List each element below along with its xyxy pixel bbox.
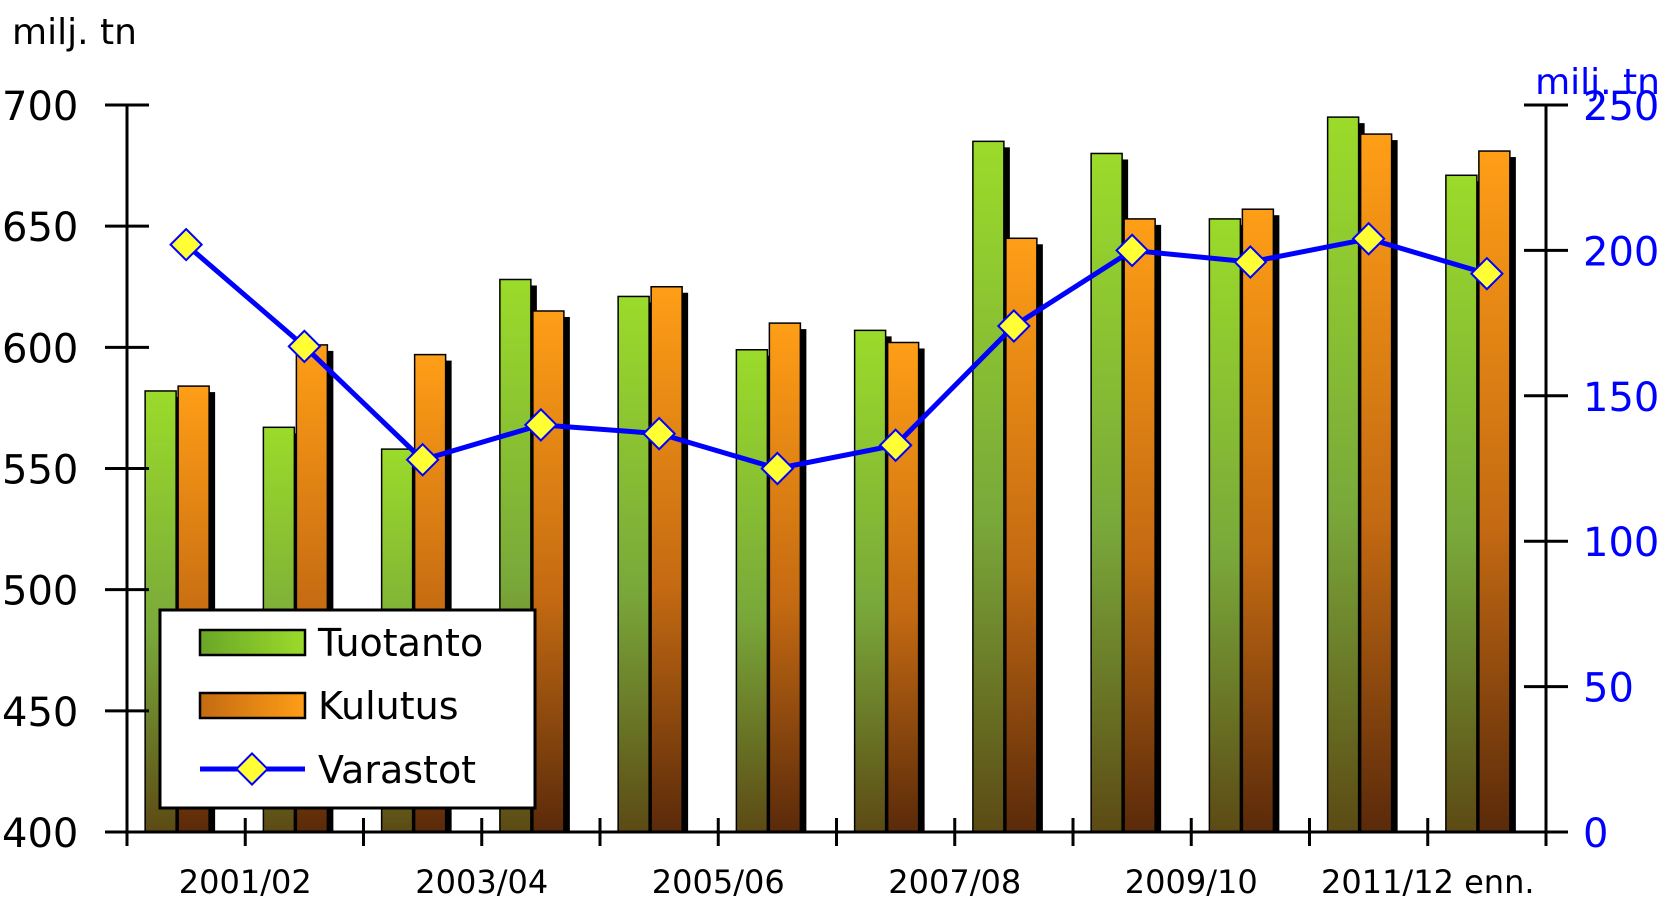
varastot-point-1 [287,329,322,364]
right-tick-label-250: 250 [1583,84,1659,130]
legend-marker-varastot [235,752,269,786]
bar-kulutus-10 [1359,133,1393,833]
left-axis-ticks: 400 450 500 550 600 650 700 [2,84,149,857]
right-axis-unit: milj. tn [1535,62,1660,103]
bar-tuotanto-4 [617,295,650,833]
bar-tuotanto-9 [1208,218,1242,833]
bar-tuotanto-5 [735,349,769,833]
varastot-line [184,236,1488,471]
bar-tuotanto-7 [972,140,1005,833]
varastot-line-layer [169,221,1504,486]
right-tick-label-100: 100 [1583,520,1659,566]
x-tick-label-2: 2003/04 [415,863,548,900]
bar-kulutus-6 [886,341,920,833]
bar-tuotanto-8 [1090,152,1123,833]
left-tick-label-600: 600 [2,326,78,372]
right-tick-label-150: 150 [1583,375,1659,421]
varastot-point-0 [169,227,204,262]
bar-kulutus-3 [532,310,565,833]
bar-tuotanto-6 [853,329,887,833]
x-tick-label-8: 2009/10 [1125,863,1258,900]
legend-swatch-kulutus [198,691,307,720]
x-tick-label-6: 2007/08 [888,863,1021,900]
varastot-point-4 [642,416,677,451]
legend: Tuotanto Kulutus Varastot [158,608,537,810]
bar-tuotanto-10 [1326,116,1360,833]
legend-label-tuotanto: Tuotanto [317,621,483,665]
varastot-point-9 [1233,245,1268,280]
varastot-point-10 [1351,221,1386,256]
left-tick-label-700: 700 [2,84,78,130]
legend-label-varastot: Varastot [318,748,476,792]
varastot-point-11 [1469,256,1504,291]
legend-label-kulutus: Kulutus [318,684,459,728]
varastot-point-2 [405,442,440,477]
left-tick-label-500: 500 [2,569,78,615]
varastot-point-5 [760,451,795,486]
bar-kulutus-5 [768,322,802,833]
right-axis-ticks: 0 50 100 150 200 250 [1524,84,1659,857]
bar-kulutus-4 [650,286,683,833]
right-tick-label-50: 50 [1583,666,1634,712]
right-tick-label-0: 0 [1583,811,1608,857]
legend-swatch-tuotanto [198,628,307,657]
varastot-point-7 [996,309,1031,343]
bar-kulutus-11 [1478,150,1511,833]
left-tick-label-650: 650 [2,205,78,251]
left-tick-label-400: 400 [2,811,78,857]
left-axis-unit: milj. tn [12,12,137,53]
left-tick-label-450: 450 [2,690,78,736]
varastot-point-6 [878,428,913,463]
x-tick-label-4: 2005/06 [652,863,785,900]
varastot-point-3 [523,407,558,442]
bar-kulutus-8 [1123,218,1156,833]
bar-kulutus-9 [1241,208,1275,833]
varastot-point-8 [1115,233,1150,268]
right-tick-label-200: 200 [1583,229,1659,275]
left-tick-label-550: 550 [2,448,78,494]
x-tick-label-0: 2001/02 [179,863,312,900]
x-axis-ticks: 2001/02 2003/04 2005/06 2007/08 2009/10 2011/… [125,818,1548,900]
x-tick-label-10: 2011/12 enn. [1321,863,1535,900]
